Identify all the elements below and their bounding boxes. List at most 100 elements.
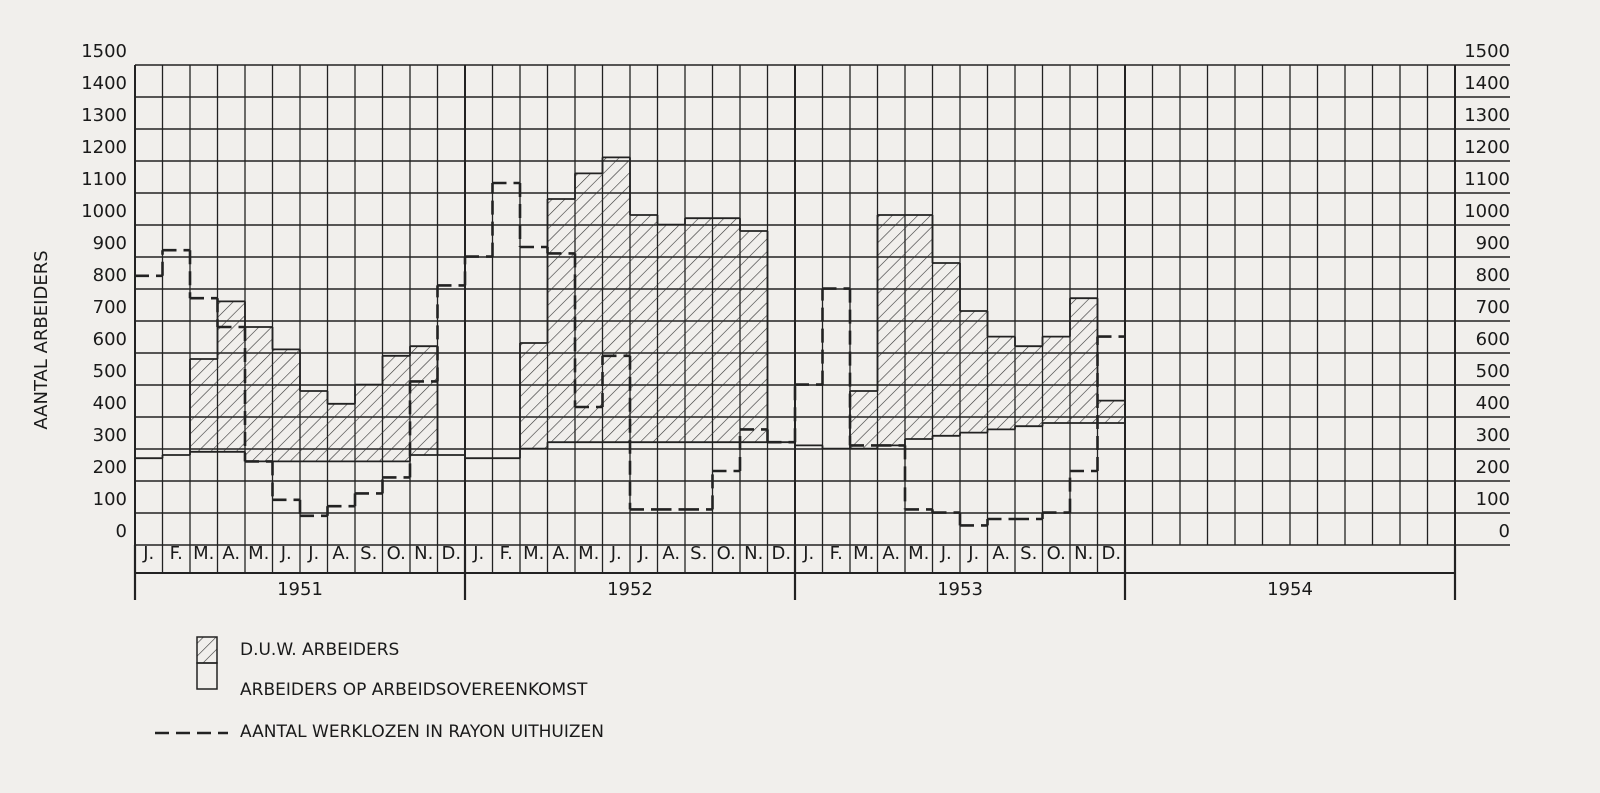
month-label: J. bbox=[307, 543, 319, 564]
month-label: S. bbox=[1020, 543, 1037, 564]
y-tick-label: 300 bbox=[1476, 425, 1510, 446]
y-tick-label: 800 bbox=[93, 265, 127, 286]
duw-area bbox=[355, 384, 383, 462]
month-label: D. bbox=[1101, 543, 1121, 564]
legend-swatch bbox=[196, 636, 218, 664]
duw-area bbox=[602, 157, 630, 443]
y-tick-label: 700 bbox=[1476, 297, 1510, 318]
y-tick-label: 100 bbox=[1476, 489, 1510, 510]
month-label: J. bbox=[940, 543, 952, 564]
duw-area bbox=[657, 224, 685, 443]
duw-area bbox=[630, 215, 658, 443]
month-label: N. bbox=[414, 543, 433, 564]
duw-area bbox=[1042, 336, 1070, 423]
y-axis-label: AANTAL ARBEIDERS bbox=[31, 250, 52, 429]
month-label: J. bbox=[802, 543, 814, 564]
y-tick-label: 700 bbox=[93, 297, 127, 318]
duw-area bbox=[932, 263, 960, 436]
duw-area bbox=[327, 403, 355, 462]
month-label: O. bbox=[387, 543, 406, 564]
duw-area bbox=[877, 215, 905, 446]
y-tick-label: 1100 bbox=[1464, 169, 1510, 190]
duw-area bbox=[547, 199, 575, 443]
y-tick-label: 900 bbox=[93, 233, 127, 254]
duw-area bbox=[1097, 400, 1125, 423]
y-tick-label: 800 bbox=[1476, 265, 1510, 286]
month-label: O. bbox=[717, 543, 736, 564]
y-tick-label: 1100 bbox=[81, 169, 127, 190]
duw-area bbox=[987, 336, 1015, 430]
y-tick-label: 300 bbox=[93, 425, 127, 446]
month-label: S. bbox=[360, 543, 377, 564]
month-label: M. bbox=[578, 543, 599, 564]
month-label: J. bbox=[637, 543, 649, 564]
y-tick-label: 1300 bbox=[1464, 105, 1510, 126]
duw-area bbox=[685, 218, 713, 443]
year-label: 1951 bbox=[277, 579, 323, 600]
month-label: S. bbox=[690, 543, 707, 564]
duw-area bbox=[1015, 346, 1043, 427]
y-tick-label: 1000 bbox=[1464, 201, 1510, 222]
month-label: M. bbox=[853, 543, 874, 564]
y-tick-label: 200 bbox=[1476, 457, 1510, 478]
month-label: D. bbox=[441, 543, 461, 564]
month-label: A. bbox=[992, 543, 1010, 564]
y-tick-label: 1200 bbox=[81, 137, 127, 158]
y-tick-label: 1000 bbox=[81, 201, 127, 222]
y-tick-label: 600 bbox=[93, 329, 127, 350]
legend: D.U.W. ARBEIDERS ARBEIDERS OP ARBEIDSOVE… bbox=[155, 636, 604, 742]
month-label: M. bbox=[908, 543, 929, 564]
duw-area bbox=[300, 391, 328, 462]
legend-label: AANTAL WERKLOZEN IN RAYON UITHUIZEN bbox=[240, 722, 604, 742]
duw-area bbox=[960, 311, 988, 433]
month-label: F. bbox=[500, 543, 513, 564]
y-tick-label: 1500 bbox=[81, 41, 127, 62]
y-tick-label: 400 bbox=[1476, 393, 1510, 414]
duw-area bbox=[217, 301, 245, 452]
month-label: M. bbox=[193, 543, 214, 564]
month-label: M. bbox=[523, 543, 544, 564]
legend-label: ARBEIDERS OP ARBEIDSOVEREENKOMST bbox=[240, 680, 588, 700]
month-label: M. bbox=[248, 543, 269, 564]
y-tick-label: 600 bbox=[1476, 329, 1510, 350]
month-label: O. bbox=[1047, 543, 1066, 564]
y-tick-label: 1400 bbox=[81, 73, 127, 94]
legend-label: D.U.W. ARBEIDERS bbox=[240, 640, 399, 660]
y-tick-label: 0 bbox=[116, 521, 127, 542]
y-tick-label: 400 bbox=[93, 393, 127, 414]
year-label: 1954 bbox=[1267, 579, 1313, 600]
month-label: N. bbox=[744, 543, 763, 564]
year-label: 1952 bbox=[607, 579, 653, 600]
month-label: A. bbox=[222, 543, 240, 564]
month-label: F. bbox=[170, 543, 183, 564]
month-label: J. bbox=[280, 543, 292, 564]
y-tick-label: 1400 bbox=[1464, 73, 1510, 94]
y-tick-label: 1500 bbox=[1464, 41, 1510, 62]
month-label: J. bbox=[610, 543, 622, 564]
y-tick-label: 1200 bbox=[1464, 137, 1510, 158]
legend-swatch bbox=[196, 662, 218, 690]
duw-area bbox=[382, 355, 410, 462]
y-tick-label: 500 bbox=[1476, 361, 1510, 382]
month-label: F. bbox=[830, 543, 843, 564]
duw-area bbox=[575, 173, 603, 443]
month-label: A. bbox=[882, 543, 900, 564]
y-tick-label: 500 bbox=[93, 361, 127, 382]
duw-area bbox=[272, 349, 300, 462]
duw-area bbox=[712, 218, 740, 443]
y-tick-label: 100 bbox=[93, 489, 127, 510]
month-label: A. bbox=[552, 543, 570, 564]
y-tick-label: 900 bbox=[1476, 233, 1510, 254]
duw-area bbox=[740, 231, 768, 443]
duw-area bbox=[190, 359, 218, 452]
year-label: 1953 bbox=[937, 579, 983, 600]
duw-area bbox=[520, 343, 548, 449]
month-label: A. bbox=[332, 543, 350, 564]
month-label: J. bbox=[472, 543, 484, 564]
month-label: J. bbox=[967, 543, 979, 564]
month-label: N. bbox=[1074, 543, 1093, 564]
month-label: D. bbox=[771, 543, 791, 564]
y-tick-label: 200 bbox=[93, 457, 127, 478]
